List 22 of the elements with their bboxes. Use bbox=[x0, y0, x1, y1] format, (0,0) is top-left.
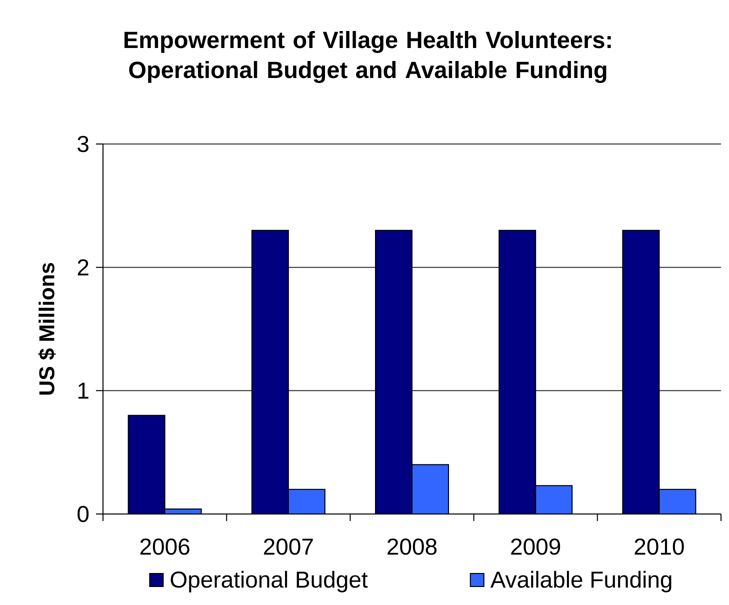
x-tick-label: 2007 bbox=[264, 538, 313, 555]
chart-title: Empowerment of Village Health Volunteers: Operational Budget and Available Funding bbox=[124, 31, 611, 83]
y-axis-title: US $ Millions bbox=[38, 262, 56, 395]
bar bbox=[252, 230, 288, 514]
legend-label: Available Funding bbox=[490, 570, 672, 592]
bar bbox=[288, 489, 325, 514]
y-tick-label: 3 bbox=[78, 136, 88, 152]
legend-label: Operational Budget bbox=[170, 570, 368, 592]
y-tick-label: 0 bbox=[78, 506, 89, 522]
bar bbox=[412, 464, 448, 514]
x-tick-label: 2006 bbox=[140, 538, 190, 555]
x-tick-label: 2010 bbox=[634, 538, 684, 555]
bar bbox=[536, 486, 572, 514]
x-tick-label: 2008 bbox=[388, 538, 437, 555]
bar bbox=[658, 488, 696, 514]
bar bbox=[499, 230, 536, 514]
bar bbox=[376, 230, 412, 514]
y-tick-label: 1 bbox=[78, 382, 88, 399]
bar bbox=[622, 230, 660, 514]
bar bbox=[128, 415, 165, 514]
y-tick-label: 2 bbox=[78, 259, 88, 276]
x-tick-label: 2009 bbox=[511, 538, 560, 555]
